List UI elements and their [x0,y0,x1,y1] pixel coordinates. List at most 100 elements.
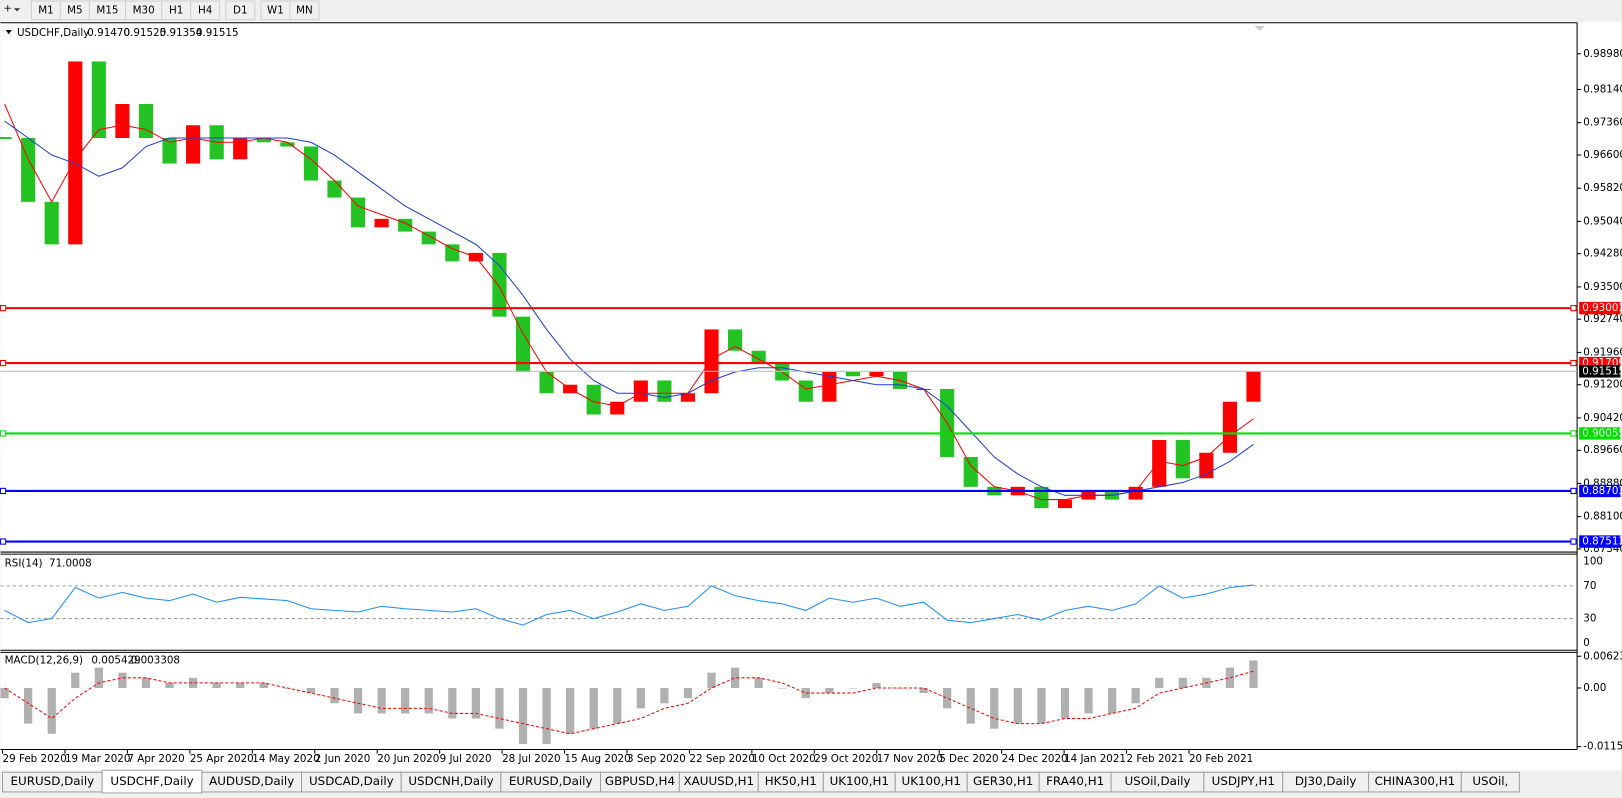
tab-label[interactable]: USDCAD,Daily [309,774,394,788]
macd-bar [495,687,504,729]
tab-label[interactable]: GBPUSD,H4 [605,774,675,788]
tab-label[interactable]: GER30,H1 [973,774,1033,788]
macd-bar [1225,667,1235,688]
timeframe-label[interactable]: M15 [96,4,118,16]
macd-tick-label: 0.006237 [1583,650,1622,662]
macd-bar [1131,687,1140,704]
cursor-icon [4,5,11,12]
candle [280,142,295,147]
macd-bar [518,687,528,744]
macd-bar [47,687,56,734]
timeframe-label[interactable]: M30 [133,4,155,16]
x-tick-label: 22 Sep 2020 [689,753,754,765]
x-tick-label: 2 Jun 2020 [315,753,371,765]
tab-label[interactable]: AUDUSD,Daily [209,774,294,788]
x-tick-label: 25 Apr 2020 [190,753,254,765]
tab-label[interactable]: EURUSD,Daily [11,774,95,788]
macd-bar [1249,660,1258,688]
timeframe-label[interactable]: W1 [267,4,284,16]
level-handle[interactable] [0,487,7,495]
tab-label[interactable]: EURUSD,Daily [509,774,593,788]
tab-label[interactable]: USOil, [1472,774,1508,788]
macd-bar [24,687,33,724]
timeframe-label[interactable]: MN [296,4,313,16]
y-tick-label: 0.97360 [1583,117,1622,129]
timeframe-label[interactable]: M5 [67,4,82,16]
level-label: 0.90055 [1582,427,1622,439]
timeframe-button[interactable] [190,0,221,21]
quote-high: 0.91525 [123,27,166,39]
tab-label[interactable]: XAUUSD,H1 [684,774,755,788]
y-tick-label: 0.93500 [1583,281,1622,293]
level-handle[interactable] [1570,538,1577,545]
tab-label[interactable]: FRA40,H1 [1046,774,1104,788]
macd-bar [660,687,669,704]
rsi-tick-label: 100 [1583,555,1603,567]
level-handle[interactable] [1570,487,1577,495]
tab-label[interactable]: UK100,H1 [830,774,889,788]
x-tick-label: 29 Feb 2020 [3,753,67,765]
macd-bar [1155,677,1164,688]
level-handle[interactable] [0,538,7,545]
x-tick-label: 17 Nov 2020 [877,753,943,765]
macd-bar [401,687,410,714]
candle [633,380,648,402]
macd-bar [165,682,174,688]
candle [256,138,271,143]
rsi-last: 71.0008 [49,557,92,569]
tab[interactable] [1460,771,1520,793]
level-handle[interactable] [0,305,7,312]
candle [1152,440,1167,487]
macd-bar [542,687,551,744]
tab-label[interactable]: HK50,H1 [765,774,817,788]
candle [374,218,389,228]
moving-average [4,120,1254,496]
dropdown-icon [5,29,12,35]
y-tick-label: 0.95040 [1583,215,1622,227]
tab-label[interactable]: USDJPY,H1 [1212,774,1275,788]
level-handle[interactable] [1570,305,1577,312]
macd-bar [353,687,363,714]
tab-label[interactable]: DJ30,Daily [1295,774,1357,788]
macd-bar [1013,687,1022,724]
candle [68,61,83,245]
toolbar [0,0,1622,21]
candle [186,125,201,164]
tab-label[interactable]: USOil,Daily [1124,774,1190,788]
timeframe-label[interactable]: M1 [38,4,53,16]
x-tick-label: 20 Feb 2021 [1189,753,1253,765]
macd-bar [306,687,316,694]
chart-symbol: USDCHF,Daily [17,27,89,39]
candle [492,252,507,317]
timeframe-label[interactable]: H1 [169,4,183,16]
level-handle[interactable] [1570,359,1577,367]
candle [515,316,531,372]
candle [1034,486,1049,509]
dropdown-icon [13,8,21,12]
timeframe-button[interactable] [225,0,256,21]
timeframe-label[interactable]: D1 [233,4,248,16]
level-handle[interactable] [0,430,7,437]
tab-label[interactable]: CHINA300,H1 [1375,774,1456,788]
macd-bar [778,687,787,689]
candle [350,197,366,228]
timeframe-button[interactable] [289,0,320,21]
candle [115,103,130,139]
candle [963,457,978,487]
rsi-tick-label: 0 [1583,637,1590,649]
macd-bar [636,687,645,709]
macd-bar [943,687,952,709]
timeframe-label[interactable]: H4 [198,4,212,16]
macd-bar [754,677,763,688]
macd-bar [919,687,928,694]
tab-label[interactable]: USDCNH,Daily [408,774,493,788]
price-tag [1579,365,1621,378]
macd-bar [566,687,575,734]
candle [751,350,766,364]
tab-label[interactable]: USDCHF,Daily [110,774,193,788]
level-handle[interactable] [1570,430,1577,437]
tab-label[interactable]: UK100,H1 [902,774,961,788]
candle [539,371,554,394]
level-handle[interactable] [0,359,7,367]
candle [1128,486,1143,500]
